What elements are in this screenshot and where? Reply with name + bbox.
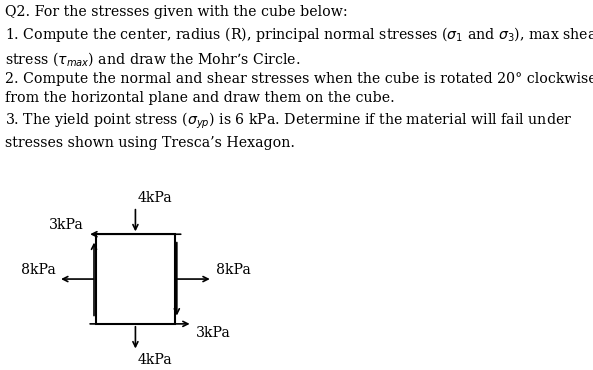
Text: 8kPa: 8kPa: [21, 263, 56, 277]
Text: 3kPa: 3kPa: [196, 326, 231, 340]
Text: 3kPa: 3kPa: [49, 218, 84, 232]
Text: Q2. For the stresses given with the cube below:
1. Compute the center, radius (R: Q2. For the stresses given with the cube…: [5, 6, 593, 150]
Bar: [96, 234, 174, 324]
Text: 4kPa: 4kPa: [138, 191, 173, 205]
Text: 8kPa: 8kPa: [216, 263, 251, 277]
Text: 4kPa: 4kPa: [138, 353, 173, 367]
